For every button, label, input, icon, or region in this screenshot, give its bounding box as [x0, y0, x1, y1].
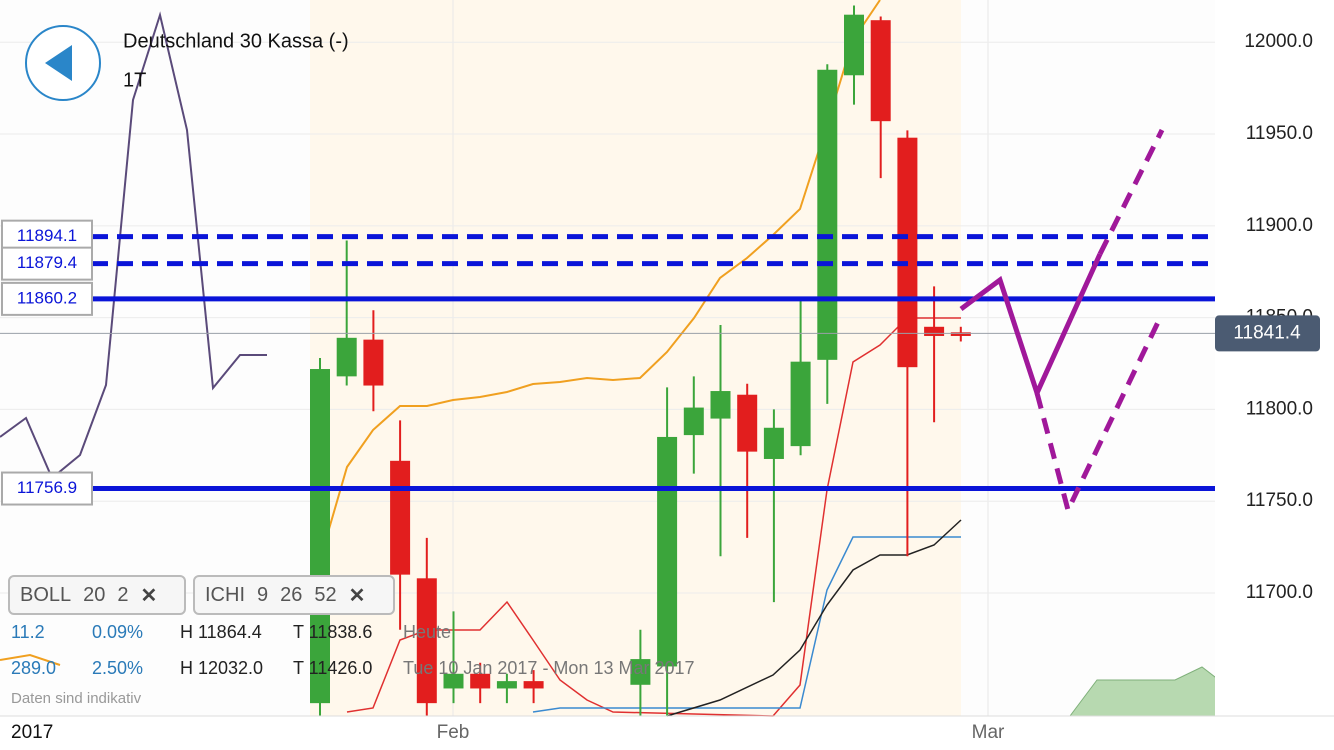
candle-body [443, 673, 464, 689]
candle-body [844, 14, 864, 76]
level-box [1, 246, 93, 281]
indicator-chip[interactable]: ICHI 9 26 52 ✕ [193, 575, 395, 615]
stat: Tue 10 Jan 2017 - Mon 13 Mar 2017 [403, 658, 695, 678]
candle-body [870, 20, 891, 122]
stat: H 12032.0 [180, 658, 264, 678]
chip-param: 2 [117, 583, 129, 606]
stat: 0.09% [92, 622, 144, 642]
stat: T 11426.0 [293, 658, 373, 678]
candle-body [310, 369, 330, 704]
level-label: 11860.2 [17, 288, 77, 307]
back-icon [45, 45, 72, 81]
axis-bg [1215, 0, 1334, 716]
level-label: 11756.9 [17, 478, 77, 497]
candle-body [657, 436, 678, 667]
y-tick-label: 11750.0 [1246, 490, 1313, 511]
level-box [1, 471, 93, 506]
forecast [959, 252, 1103, 400]
y-tick-label: 12000.0 [1244, 31, 1313, 52]
candle-body [950, 332, 971, 336]
candle-body [683, 407, 704, 436]
stat: Heute [403, 622, 452, 642]
stat: 289.0 [11, 658, 57, 678]
level-box [1, 281, 93, 316]
current-label: 11841.4 [1233, 322, 1301, 343]
candle-body [710, 391, 731, 419]
indicator-chip[interactable]: BOLL 20 2 ✕ [8, 575, 186, 615]
indicator-line [0, 11, 267, 480]
period: 1T [123, 69, 146, 91]
stat: T 11838.6 [293, 622, 373, 642]
chip-param: 26 [280, 583, 303, 606]
y-tick-label: 11800.0 [1246, 398, 1313, 419]
boll-line [319, 0, 881, 561]
close-icon[interactable]: ✕ [348, 584, 366, 607]
candle-body [336, 337, 357, 377]
ichi-line [532, 536, 961, 713]
candle-body [390, 460, 411, 575]
stat: 11.2 [11, 622, 45, 642]
chip-param: 52 [314, 583, 337, 606]
candle-body [790, 361, 811, 447]
candle-body [363, 339, 384, 386]
y-tick-label: 11900.0 [1246, 215, 1313, 236]
x-tick-label: Feb [437, 722, 470, 743]
forecast [1097, 128, 1165, 256]
title: Deutschland 30 Kassa (-) [123, 30, 349, 52]
range-shade [310, 0, 961, 716]
candle-body [817, 69, 838, 360]
y-tick-label: 11700.0 [1246, 582, 1313, 603]
forecast [1034, 316, 1163, 518]
chip-param: 9 [257, 583, 269, 606]
candle-body [416, 578, 437, 704]
candle-body [630, 659, 651, 685]
ichi-line [666, 519, 962, 717]
stat: H 11864.4 [180, 622, 262, 642]
candle-body [897, 137, 918, 368]
chip-param: 20 [83, 583, 106, 606]
x-tick-label: Mar [972, 722, 1005, 743]
candle-body [470, 673, 491, 689]
candle-body [523, 681, 544, 689]
candle-body [737, 394, 758, 452]
current-badge [1215, 315, 1320, 352]
candle-body [924, 326, 945, 336]
boll-line [0, 653, 61, 666]
candle-body [763, 427, 784, 459]
y-tick-label: 11950.0 [1246, 123, 1313, 144]
close-icon[interactable]: ✕ [140, 584, 158, 607]
x-tick-label: 2017 [11, 722, 53, 743]
stat: 2.50% [92, 658, 144, 678]
candle-body [496, 681, 517, 689]
level-label: 11879.4 [17, 253, 77, 272]
note: Daten sind indikativ [11, 690, 142, 707]
level-label: 11894.1 [17, 226, 77, 245]
chip-name: ICHI [205, 583, 245, 606]
chip-name: BOLL [20, 583, 72, 606]
